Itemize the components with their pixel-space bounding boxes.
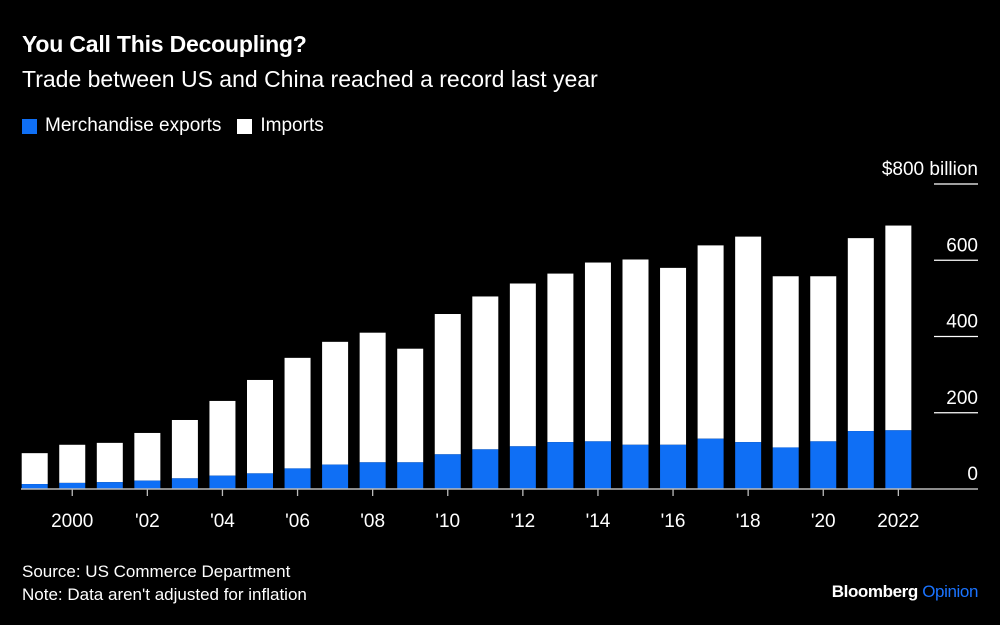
bar-imports-2019 xyxy=(772,276,799,448)
bar-exports-2017 xyxy=(697,438,724,489)
bar-imports-2011 xyxy=(472,296,499,450)
bar-imports-2004 xyxy=(209,400,236,476)
bar-exports-2022 xyxy=(885,430,912,489)
bar-exports-2010 xyxy=(434,454,461,489)
bar-exports-2019 xyxy=(772,447,799,489)
bar-imports-2000 xyxy=(59,444,86,483)
y-tick-label: 600 xyxy=(946,235,978,256)
bloomberg-opinion-logo: Bloomberg Opinion xyxy=(831,582,979,602)
bar-exports-2002 xyxy=(134,480,161,489)
legend-item-exports: Merchandise exports xyxy=(22,115,221,137)
bar-imports-2008 xyxy=(359,332,386,463)
chart-subtitle: Trade between US and China reached a rec… xyxy=(22,66,598,92)
bar-imports-2003 xyxy=(171,419,198,479)
bar-imports-2017 xyxy=(697,245,724,439)
y-tick-label: 0 xyxy=(967,464,978,485)
bar-exports-2009 xyxy=(397,462,424,489)
bar-exports-1999 xyxy=(21,484,48,489)
y-tick-label: $800 billion xyxy=(882,159,978,180)
bar-exports-2012 xyxy=(509,446,536,489)
y-tick-label: 200 xyxy=(946,388,978,409)
bar-imports-2015 xyxy=(622,259,649,445)
bar-exports-2008 xyxy=(359,462,386,489)
bar-exports-2000 xyxy=(59,482,86,489)
bar-imports-2014 xyxy=(584,262,611,442)
x-tick-label: '18 xyxy=(736,511,761,532)
bar-exports-2018 xyxy=(735,442,762,489)
bar-imports-2018 xyxy=(735,236,762,443)
bar-imports-2005 xyxy=(247,379,273,474)
legend-item-imports: Imports xyxy=(237,115,324,137)
x-tick-label: '08 xyxy=(360,511,385,532)
chart-title: You Call This Decoupling? xyxy=(22,31,307,57)
x-tick-label: '20 xyxy=(811,511,836,532)
bar-imports-2013 xyxy=(547,273,574,443)
legend: Merchandise exports Imports xyxy=(22,115,340,137)
legend-swatch-imports xyxy=(237,118,253,134)
bar-imports-2016 xyxy=(660,267,687,445)
bar-imports-1999 xyxy=(21,453,48,485)
x-tick-label: '02 xyxy=(135,511,160,532)
x-tick-label: '16 xyxy=(661,511,686,532)
logo-section: Opinion xyxy=(922,582,978,601)
bar-exports-2001 xyxy=(96,482,123,489)
bar-imports-2012 xyxy=(509,283,536,447)
bar-imports-2001 xyxy=(96,442,123,483)
legend-label-exports: Merchandise exports xyxy=(45,115,222,136)
y-tick-label: 400 xyxy=(946,312,978,333)
x-tick-label: '06 xyxy=(285,511,310,532)
bar-exports-2014 xyxy=(584,441,611,489)
legend-swatch-exports xyxy=(22,118,37,134)
bar-exports-2004 xyxy=(209,475,236,489)
x-tick-label: '10 xyxy=(435,511,460,532)
bar-imports-2021 xyxy=(847,238,874,432)
x-tick-label: 2000 xyxy=(51,511,93,532)
bar-imports-2009 xyxy=(397,348,424,463)
bar-exports-2003 xyxy=(171,478,198,489)
bar-exports-2016 xyxy=(660,444,687,489)
bar-imports-2010 xyxy=(434,314,461,455)
bar-imports-2007 xyxy=(322,341,349,465)
bar-exports-2020 xyxy=(810,441,837,489)
bar-imports-2020 xyxy=(810,276,837,442)
bar-exports-2007 xyxy=(322,464,349,489)
x-tick-label: 2022 xyxy=(877,511,919,532)
bar-imports-2006 xyxy=(284,357,311,469)
bar-exports-2021 xyxy=(847,431,874,489)
x-tick-label: '04 xyxy=(210,511,235,532)
bar-exports-2013 xyxy=(547,442,574,489)
inflation-note: Note: Data aren't adjusted for inflation xyxy=(22,585,307,604)
x-tick-label: '14 xyxy=(586,511,611,532)
bar-exports-2006 xyxy=(284,468,311,489)
source-note: Source: US Commerce Department xyxy=(22,562,291,581)
x-tick-label: '12 xyxy=(510,511,535,532)
logo-brand: Bloomberg xyxy=(831,582,919,601)
bar-exports-2015 xyxy=(622,444,649,489)
bar-exports-2005 xyxy=(247,473,273,489)
legend-label-imports: Imports xyxy=(260,115,324,136)
bar-exports-2011 xyxy=(472,449,499,489)
bar-imports-2002 xyxy=(134,432,161,481)
bar-imports-2022 xyxy=(885,225,912,431)
